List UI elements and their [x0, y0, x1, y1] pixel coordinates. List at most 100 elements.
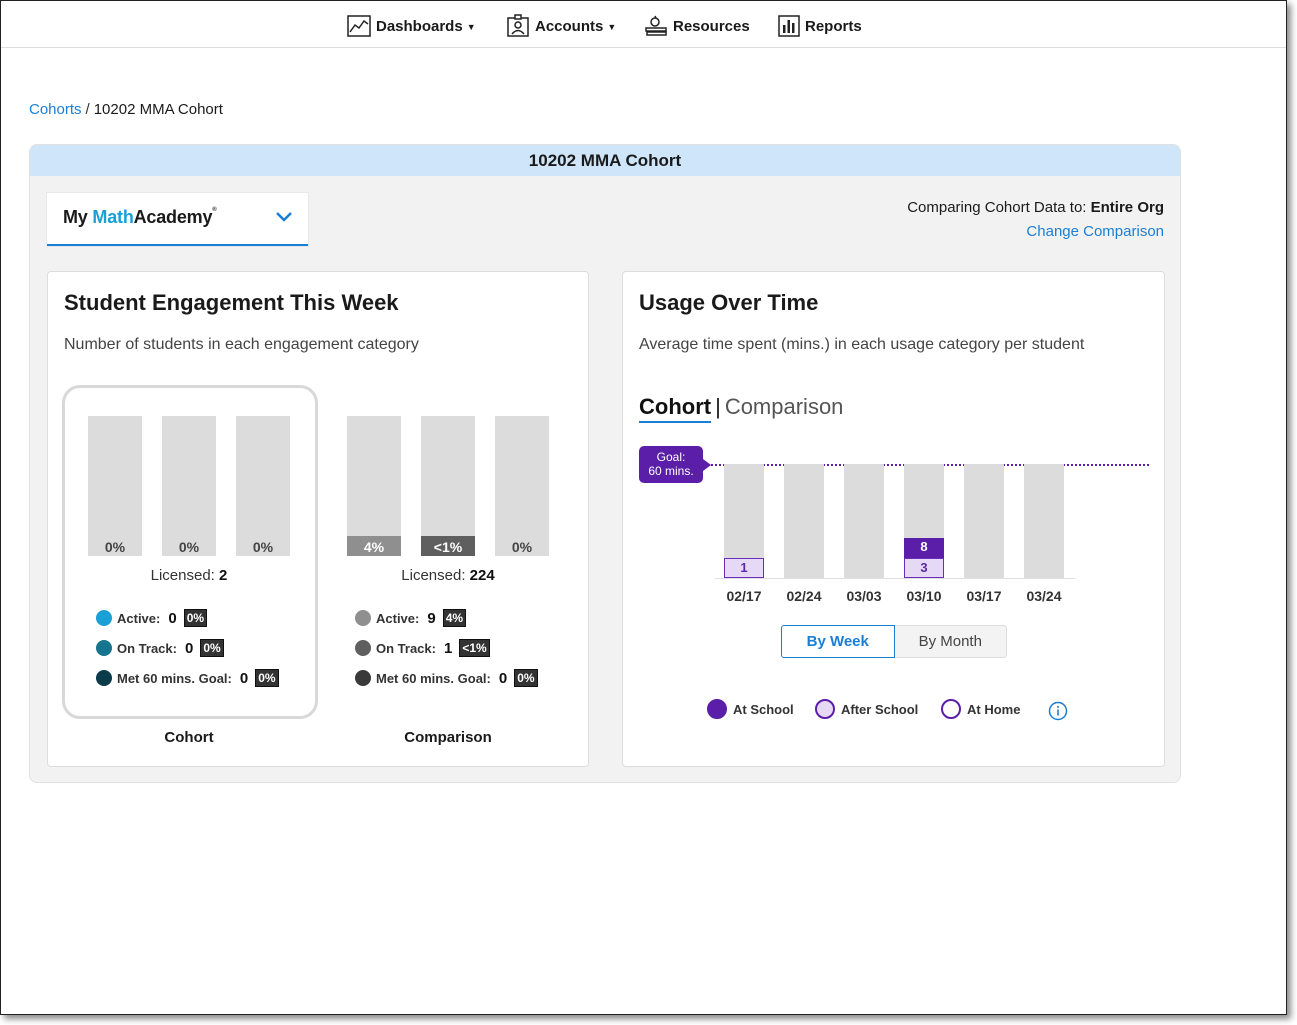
tab-comparison[interactable]: Comparison: [724, 394, 844, 419]
comparison-active-row: Active: 9 4%: [355, 609, 467, 627]
chevron-down-icon: [276, 212, 292, 222]
id-card-icon: [507, 14, 529, 37]
by-week-button[interactable]: By Week: [781, 625, 895, 658]
row-count: 0: [184, 639, 194, 657]
cohort-licensed: Licensed: 2: [88, 567, 290, 584]
logo-math: Math: [92, 207, 134, 227]
licensed-label: Licensed:: [401, 567, 466, 584]
row-label: Active:: [376, 610, 420, 626]
logo-mark: ®: [212, 207, 217, 213]
comparison-column-label: Comparison: [404, 729, 492, 746]
period-toggle: By Week By Month: [781, 625, 1007, 658]
comparison-bar-active: 4%: [347, 416, 401, 556]
comparison-bar-on-track: <1%: [421, 416, 475, 556]
row-label: Met 60 mins. Goal:: [117, 670, 232, 686]
info-icon[interactable]: [1048, 701, 1068, 721]
week-bar-02-17: 1: [724, 464, 764, 578]
comparison-met-goal-row: Met 60 mins. Goal: 0 0%: [355, 669, 538, 687]
by-month-button[interactable]: By Month: [894, 625, 1007, 658]
nav-reports-label: Reports: [805, 17, 862, 35]
x-tick-label: 02/24: [786, 588, 822, 604]
cohort-met-goal-row: Met 60 mins. Goal: 0 0%: [96, 669, 279, 687]
licensed-label: Licensed:: [150, 567, 215, 584]
cohort-comparison-toggle: Cohort | Comparison: [639, 394, 844, 423]
nav-resources[interactable]: Resources: [644, 13, 750, 39]
usage-title: Usage Over Time: [639, 290, 819, 315]
bar-label: 0%: [104, 539, 126, 555]
bar-label: 0%: [511, 539, 533, 555]
page-title: 10202 MMA Cohort: [30, 145, 1180, 176]
row-count: 0: [498, 669, 508, 687]
comparison-info: Comparing Cohort Data to: Entire Org Cha…: [907, 196, 1164, 244]
row-count: 0: [239, 669, 249, 687]
bar-fill: 4%: [347, 536, 401, 556]
row-pct-badge: 0%: [200, 639, 224, 657]
active-dot: [355, 610, 371, 626]
bar-fill: <1%: [421, 536, 475, 556]
usage-card: Usage Over Time Average time spent (mins…: [622, 271, 1165, 767]
week-bar-03-24: [1024, 464, 1064, 578]
x-axis-line: [715, 578, 1075, 579]
chevron-down-icon: ▼: [466, 21, 476, 32]
cohort-column-label: Cohort: [164, 729, 214, 746]
after-school-segment: 3: [904, 558, 944, 578]
x-tick-label: 02/17: [726, 588, 762, 604]
bar-label: 0%: [252, 539, 274, 555]
row-pct-badge: 0%: [514, 669, 538, 687]
bar-chart-icon: [778, 15, 800, 37]
engagement-card: Student Engagement This Week Number of s…: [47, 271, 589, 767]
nav-dashboards-label: Dashboards: [376, 17, 463, 35]
product-dropdown[interactable]: My MathAcademy®: [47, 193, 308, 246]
engagement-title: Student Engagement This Week: [64, 290, 399, 315]
on-track-dot: [96, 640, 112, 656]
books-icon: [645, 15, 667, 36]
breadcrumb-current: 10202 MMA Cohort: [93, 101, 223, 118]
legend-at-home: At Home: [941, 699, 1020, 719]
row-label: Active:: [117, 610, 161, 626]
legend-label: At School: [733, 701, 794, 717]
at-school-segment: 8: [904, 538, 944, 558]
x-tick-label: 03/03: [846, 588, 882, 604]
nav-accounts[interactable]: Accounts ▼: [506, 13, 616, 39]
toggle-separator: |: [715, 394, 721, 419]
active-dot: [96, 610, 112, 626]
breadcrumb-cohorts-link[interactable]: Cohorts: [29, 101, 82, 118]
engagement-subtitle: Number of students in each engagement ca…: [64, 336, 419, 353]
x-tick-label: 03/17: [966, 588, 1002, 604]
my-math-academy-logo: My MathAcademy®: [63, 207, 217, 228]
row-pct-badge: 0%: [255, 669, 279, 687]
goal-marker: Goal: 60 mins.: [639, 446, 711, 483]
bar-label: 4%: [363, 539, 385, 555]
licensed-count: 2: [219, 567, 228, 584]
breadcrumb-separator: /: [85, 101, 90, 118]
cohort-bar-active: 0%: [88, 416, 142, 556]
cohort-bar-on-track: 0%: [162, 416, 216, 556]
nav-accounts-label: Accounts: [535, 17, 604, 35]
tab-cohort[interactable]: Cohort: [639, 394, 712, 423]
legend-label: At Home: [967, 701, 1021, 717]
comparison-on-track-row: On Track: 1 <1%: [355, 639, 490, 657]
cohort-highlight-box: [62, 385, 318, 719]
usage-subtitle: Average time spent (mins.) in each usage…: [639, 336, 1085, 353]
at-home-swatch: [941, 699, 961, 719]
row-label: Met 60 mins. Goal:: [376, 670, 491, 686]
bar-label: 0%: [178, 539, 200, 555]
usage-chart: Goal: 60 mins. 1 02/17 02/24 03/03 3 8 03/10 03…: [623, 432, 1166, 612]
at-school-swatch: [707, 699, 727, 719]
met-goal-dot: [96, 670, 112, 686]
row-label: On Track:: [376, 640, 436, 656]
row-pct-badge: 4%: [442, 609, 467, 627]
nav-reports[interactable]: Reports: [778, 13, 862, 39]
row-count: 9: [427, 609, 436, 627]
logo-my: My: [63, 207, 88, 227]
nav-dashboards[interactable]: Dashboards ▼: [347, 13, 476, 39]
comparing-label: Comparing Cohort Data to:: [907, 199, 1087, 216]
chevron-down-icon: ▼: [607, 21, 617, 32]
breadcrumb: Cohorts/10202 MMA Cohort: [29, 101, 223, 118]
licensed-count: 224: [469, 567, 495, 584]
change-comparison-link[interactable]: Change Comparison: [1026, 223, 1164, 240]
comparison-licensed: Licensed: 224: [347, 567, 549, 584]
week-bar-03-03: [844, 464, 884, 578]
bar-label: <1%: [433, 539, 463, 555]
